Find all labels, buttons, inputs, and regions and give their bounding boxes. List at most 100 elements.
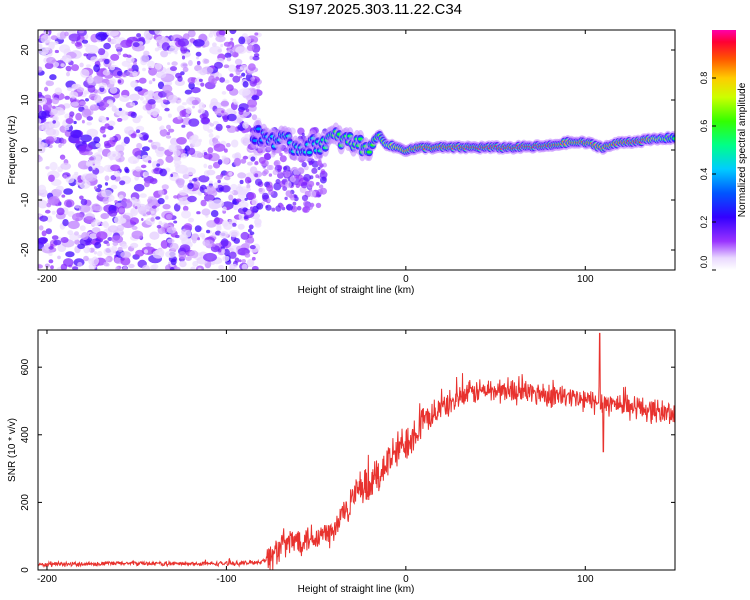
noise-speckle xyxy=(164,90,170,94)
noise-speckle xyxy=(238,36,246,45)
noise-speckle xyxy=(198,175,210,183)
y-tick-label: 400 xyxy=(20,426,31,443)
noise-speckle xyxy=(240,231,250,240)
noise-speckle xyxy=(150,264,157,270)
noise-speckle xyxy=(152,78,156,82)
noise-speckle xyxy=(86,128,99,138)
y-tick-label: 600 xyxy=(20,358,31,375)
noise-speckle xyxy=(268,164,274,171)
noise-speckle xyxy=(251,256,256,261)
noise-speckle xyxy=(142,171,149,178)
noise-speckle xyxy=(178,115,182,120)
noise-speckle xyxy=(117,246,123,252)
noise-speckle xyxy=(85,160,93,166)
noise-speckle xyxy=(171,61,178,66)
noise-speckle xyxy=(183,223,193,231)
noise-speckle xyxy=(85,98,89,102)
noise-speckle xyxy=(48,174,55,182)
noise-speckle xyxy=(179,110,186,118)
noise-speckle xyxy=(136,155,142,160)
noise-speckle xyxy=(229,30,237,35)
noise-speckle xyxy=(142,100,148,104)
x-tick-label: -100 xyxy=(216,574,236,585)
noise-speckle xyxy=(235,69,241,76)
noise-speckle xyxy=(132,169,146,178)
noise-speckle xyxy=(261,192,269,200)
noise-speckle xyxy=(218,30,226,36)
noise-speckle xyxy=(206,220,217,228)
noise-speckle xyxy=(173,159,182,166)
noise-speckle xyxy=(219,77,226,83)
noise-speckle xyxy=(111,105,117,112)
noise-speckle xyxy=(104,257,110,262)
noise-speckle xyxy=(215,35,226,43)
noise-speckle xyxy=(135,129,141,134)
noise-speckle xyxy=(101,222,105,226)
noise-speckle xyxy=(130,133,137,139)
noise-speckle xyxy=(284,171,291,178)
noise-speckle xyxy=(173,195,179,199)
noise-speckle xyxy=(215,76,220,81)
noise-speckle xyxy=(197,237,201,241)
noise-speckle xyxy=(140,54,150,63)
noise-speckle xyxy=(200,117,210,125)
noise-speckle xyxy=(215,123,223,132)
noise-speckle xyxy=(177,201,184,206)
noise-speckle xyxy=(214,61,223,69)
noise-speckle xyxy=(106,243,110,247)
noise-speckle xyxy=(166,226,177,234)
noise-speckle xyxy=(154,30,162,35)
noise-speckle xyxy=(181,170,187,175)
noise-speckle xyxy=(167,113,172,118)
noise-speckle xyxy=(38,104,43,113)
noise-speckle xyxy=(178,189,188,196)
noise-speckle xyxy=(202,123,210,132)
noise-speckle xyxy=(222,255,230,262)
noise-speckle xyxy=(97,147,103,153)
noise-speckle xyxy=(158,220,163,226)
noise-speckle xyxy=(149,231,160,240)
noise-speckle xyxy=(70,101,79,107)
noise-speckle xyxy=(199,233,206,238)
noise-speckle xyxy=(90,56,99,62)
noise-speckle xyxy=(161,42,170,51)
noise-speckle xyxy=(320,169,326,174)
noise-speckle xyxy=(211,78,217,85)
noise-speckle xyxy=(71,64,79,72)
noise-speckle xyxy=(197,191,202,196)
noise-speckle xyxy=(182,205,189,212)
snr-panel: -200 -100 0 100 0 200 400 600 Height of straigh… xyxy=(7,329,676,595)
noise-speckle xyxy=(244,242,250,247)
noise-speckle xyxy=(144,181,150,188)
noise-speckle xyxy=(238,213,245,221)
noise-speckle xyxy=(231,263,238,269)
noise-speckle xyxy=(249,166,258,174)
noise-speckle xyxy=(48,41,55,50)
noise-speckle xyxy=(221,249,226,255)
noise-speckle xyxy=(131,64,139,73)
noise-speckle xyxy=(232,75,241,83)
noise-speckle xyxy=(237,223,245,230)
noise-speckle xyxy=(100,213,110,220)
noise-speckle xyxy=(141,218,144,221)
noise-speckle xyxy=(185,107,192,114)
snr-frame xyxy=(37,329,676,571)
noise-speckle xyxy=(122,214,128,219)
noise-speckle xyxy=(177,38,189,47)
noise-speckle xyxy=(252,55,260,61)
colorbar-tick-label: 0.6 xyxy=(699,120,709,133)
noise-speckle xyxy=(57,110,66,116)
noise-speckle xyxy=(214,217,220,224)
noise-speckle xyxy=(45,228,52,235)
noise-speckle xyxy=(248,224,254,230)
noise-speckle xyxy=(250,156,256,162)
noise-speckle xyxy=(123,136,130,144)
noise-speckle xyxy=(168,46,179,53)
noise-speckle xyxy=(228,171,233,176)
noise-speckle xyxy=(190,266,196,270)
noise-speckle xyxy=(73,120,77,125)
noise-speckle xyxy=(284,196,288,201)
colorbar-tick-label: 0.2 xyxy=(699,216,709,229)
noise-speckle xyxy=(211,199,224,209)
